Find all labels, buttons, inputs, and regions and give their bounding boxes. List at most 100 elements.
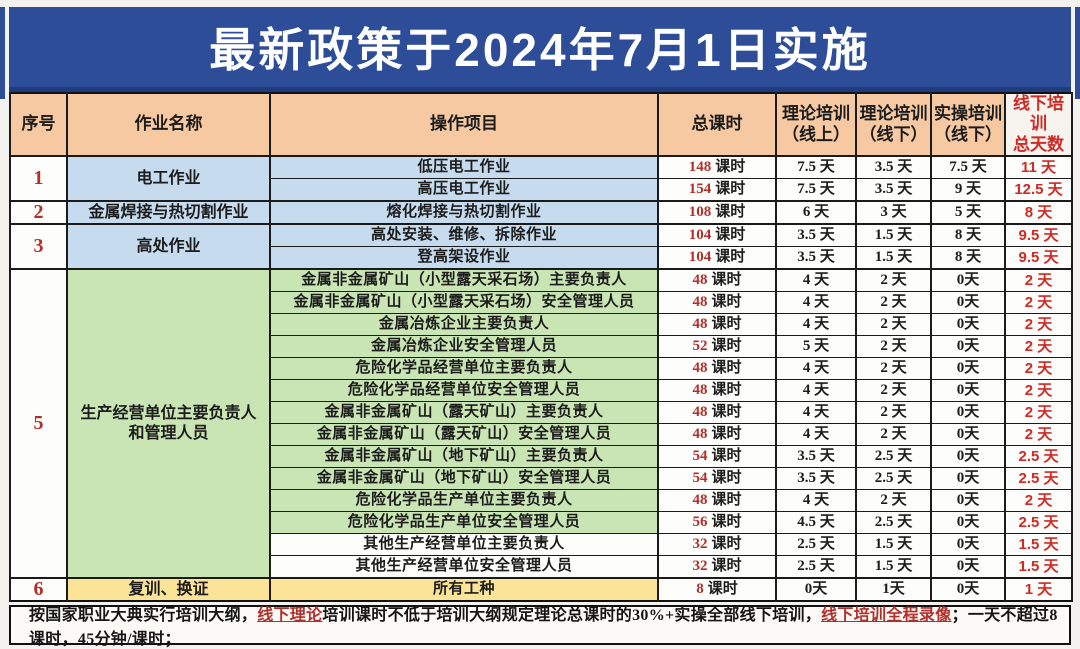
footnote: 按国家职业大典实行培训大纲，线下理论培训课时不低于培训大纲规定理论总课时的30%… xyxy=(9,605,1071,648)
offline-theory-cell: 1.5 天 xyxy=(855,246,932,270)
total-hours-value: 48 xyxy=(692,271,708,288)
total-hours-cell: 48 课时 xyxy=(657,401,777,425)
job-name-cell: 高处作业 xyxy=(66,223,271,270)
offline-theory-cell: 3.5 天 xyxy=(855,178,932,202)
total-hours-value: 48 xyxy=(692,403,708,420)
total-hours-cell: 48 课时 xyxy=(657,423,777,447)
total-hours-value: 8 xyxy=(696,580,704,597)
total-hours-cell: 32 课时 xyxy=(657,533,777,557)
hours-unit-label: 课时 xyxy=(711,293,742,310)
hours-unit-label: 课时 xyxy=(711,381,742,398)
page: 最新政策于2024年7月1日实施 序号 作业名称 操作项目 总课时 理论培训 （线上）理… xyxy=(0,7,1080,648)
job-name-cell: 复训、换证 xyxy=(66,577,271,602)
total-hours-value: 108 xyxy=(688,203,712,220)
practical-training-cell: 0天 xyxy=(930,489,1006,513)
total-hours-cell: 8 课时 xyxy=(657,577,777,602)
table-row: 危险化学品生产单位安全管理人员 56 课时 4.5 天 2.5 天 0天 2.5 天 xyxy=(10,511,1073,535)
offline-theory-cell: 2 天 xyxy=(855,291,932,315)
operation-item-cell: 金属非金属矿山（露天矿山）安全管理人员 xyxy=(269,423,659,447)
total-hours-cell: 48 课时 xyxy=(657,313,777,337)
total-hours-cell: 154 课时 xyxy=(657,178,777,202)
header-operation-item: 操作项目 xyxy=(269,92,659,158)
online-theory-cell: 0天 xyxy=(775,577,857,602)
practical-training-cell: 0天 xyxy=(930,291,1006,315)
operation-item-cell: 高处安装、维修、拆除作业 xyxy=(269,223,659,248)
online-theory-cell: 4 天 xyxy=(775,357,857,381)
practical-training-cell: 0天 xyxy=(930,401,1006,425)
total-offline-days-cell: 2 天 xyxy=(1004,423,1073,447)
offline-theory-cell: 1.5 天 xyxy=(855,223,932,248)
group-number-cell: 6 xyxy=(9,577,68,602)
online-theory-cell: 5 天 xyxy=(775,335,857,359)
total-offline-days-cell: 8 天 xyxy=(1004,200,1073,225)
footnote-segment: 线下理论 xyxy=(257,607,323,625)
group-number-cell: 5 xyxy=(9,268,68,579)
total-offline-days-cell: 1.5 天 xyxy=(1004,555,1073,579)
table-row: 金属非金属矿山（地下矿山）主要负责人 54 课时 3.5 天 2.5 天 0天 2.5 天 xyxy=(10,445,1073,469)
operation-item-cell: 金属非金属矿山（地下矿山）主要负责人 xyxy=(269,445,659,469)
practical-training-cell: 0天 xyxy=(930,379,1006,403)
total-hours-cell: 108 课时 xyxy=(657,200,777,225)
header-online-theory: 理论培训 （线上） xyxy=(775,92,857,158)
total-offline-days-cell: 2 天 xyxy=(1004,379,1073,403)
hours-unit-label: 课时 xyxy=(711,359,742,376)
total-offline-days-cell: 9.5 天 xyxy=(1004,246,1073,270)
offline-theory-cell: 2 天 xyxy=(855,379,932,403)
operation-item-cell: 高压电工作业 xyxy=(269,178,659,202)
footnote-segment: 线下培训全程录像 xyxy=(821,607,952,625)
online-theory-cell: 4 天 xyxy=(775,268,857,293)
table-row: 6 复训、换证 所有工种 8 课时 0天 1天 0天 1 天 xyxy=(9,577,1073,602)
operation-item-cell: 其他生产经营单位安全管理人员 xyxy=(269,555,659,579)
online-theory-cell: 3.5 天 xyxy=(775,246,857,270)
online-theory-cell: 2.5 天 xyxy=(775,533,857,557)
total-offline-days-cell: 2 天 xyxy=(1004,489,1073,513)
total-hours-cell: 54 课时 xyxy=(657,467,777,491)
operation-item-cell: 金属非金属矿山（露天矿山）主要负责人 xyxy=(269,401,659,425)
hours-unit-label: 课时 xyxy=(711,491,742,508)
practical-training-cell: 0天 xyxy=(930,467,1006,491)
group-number-cell: 3 xyxy=(9,223,68,270)
total-offline-days-cell: 2 天 xyxy=(1004,401,1073,425)
operation-item-cell: 所有工种 xyxy=(269,577,659,602)
left-edge-decoration xyxy=(0,7,5,99)
hours-unit-label: 课时 xyxy=(711,315,742,332)
offline-theory-cell: 2 天 xyxy=(855,268,932,293)
hours-unit-label: 课时 xyxy=(715,248,746,265)
online-theory-cell: 4 天 xyxy=(775,313,857,337)
practical-training-cell: 0天 xyxy=(930,335,1006,359)
practical-training-cell: 0天 xyxy=(930,423,1006,447)
total-hours-value: 48 xyxy=(692,293,708,310)
total-hours-value: 54 xyxy=(692,469,708,486)
online-theory-cell: 3.5 天 xyxy=(775,467,857,491)
hours-unit-label: 课时 xyxy=(711,469,742,486)
practical-training-cell: 0天 xyxy=(930,533,1006,557)
hours-unit-label: 课时 xyxy=(711,557,742,574)
total-offline-days-cell: 2.5 天 xyxy=(1004,445,1073,469)
practical-training-cell: 0天 xyxy=(930,313,1006,337)
practical-training-cell: 7.5 天 xyxy=(930,155,1006,180)
total-hours-cell: 52 课时 xyxy=(657,335,777,359)
total-offline-days-cell: 2 天 xyxy=(1004,291,1073,315)
training-policy-table: 序号 作业名称 操作项目 总课时 理论培训 （线上） 理论培训 （线下） 实操培训 （线下）… xyxy=(9,92,1073,603)
operation-item-cell: 金属非金属矿山（小型露天采石场）主要负责人 xyxy=(269,268,659,293)
header-practical: 实操培训 （线下） xyxy=(930,92,1006,158)
table-row: 金属非金属矿山（地下矿山）安全管理人员 54 课时 3.5 天 2.5 天 0天 2.5 天 xyxy=(10,467,1073,491)
total-hours-cell: 104 课时 xyxy=(657,223,777,248)
practical-training-cell: 0天 xyxy=(930,555,1006,579)
practical-training-cell: 0天 xyxy=(930,511,1006,535)
online-theory-cell: 7.5 天 xyxy=(775,155,857,180)
total-hours-cell: 48 课时 xyxy=(657,379,777,403)
total-hours-cell: 54 课时 xyxy=(657,445,777,469)
offline-theory-cell: 2.5 天 xyxy=(855,445,932,469)
hours-unit-label: 课时 xyxy=(715,180,746,197)
total-offline-days-cell: 2 天 xyxy=(1004,357,1073,381)
total-hours-cell: 48 课时 xyxy=(657,268,777,293)
table-header-row: 序号 作业名称 操作项目 总课时 理论培训 （线上） 理论培训 （线下） 实操培训 （线下）… xyxy=(9,92,1073,158)
practical-training-cell: 0天 xyxy=(930,268,1006,293)
operation-item-cell: 危险化学品生产单位主要负责人 xyxy=(269,489,659,513)
